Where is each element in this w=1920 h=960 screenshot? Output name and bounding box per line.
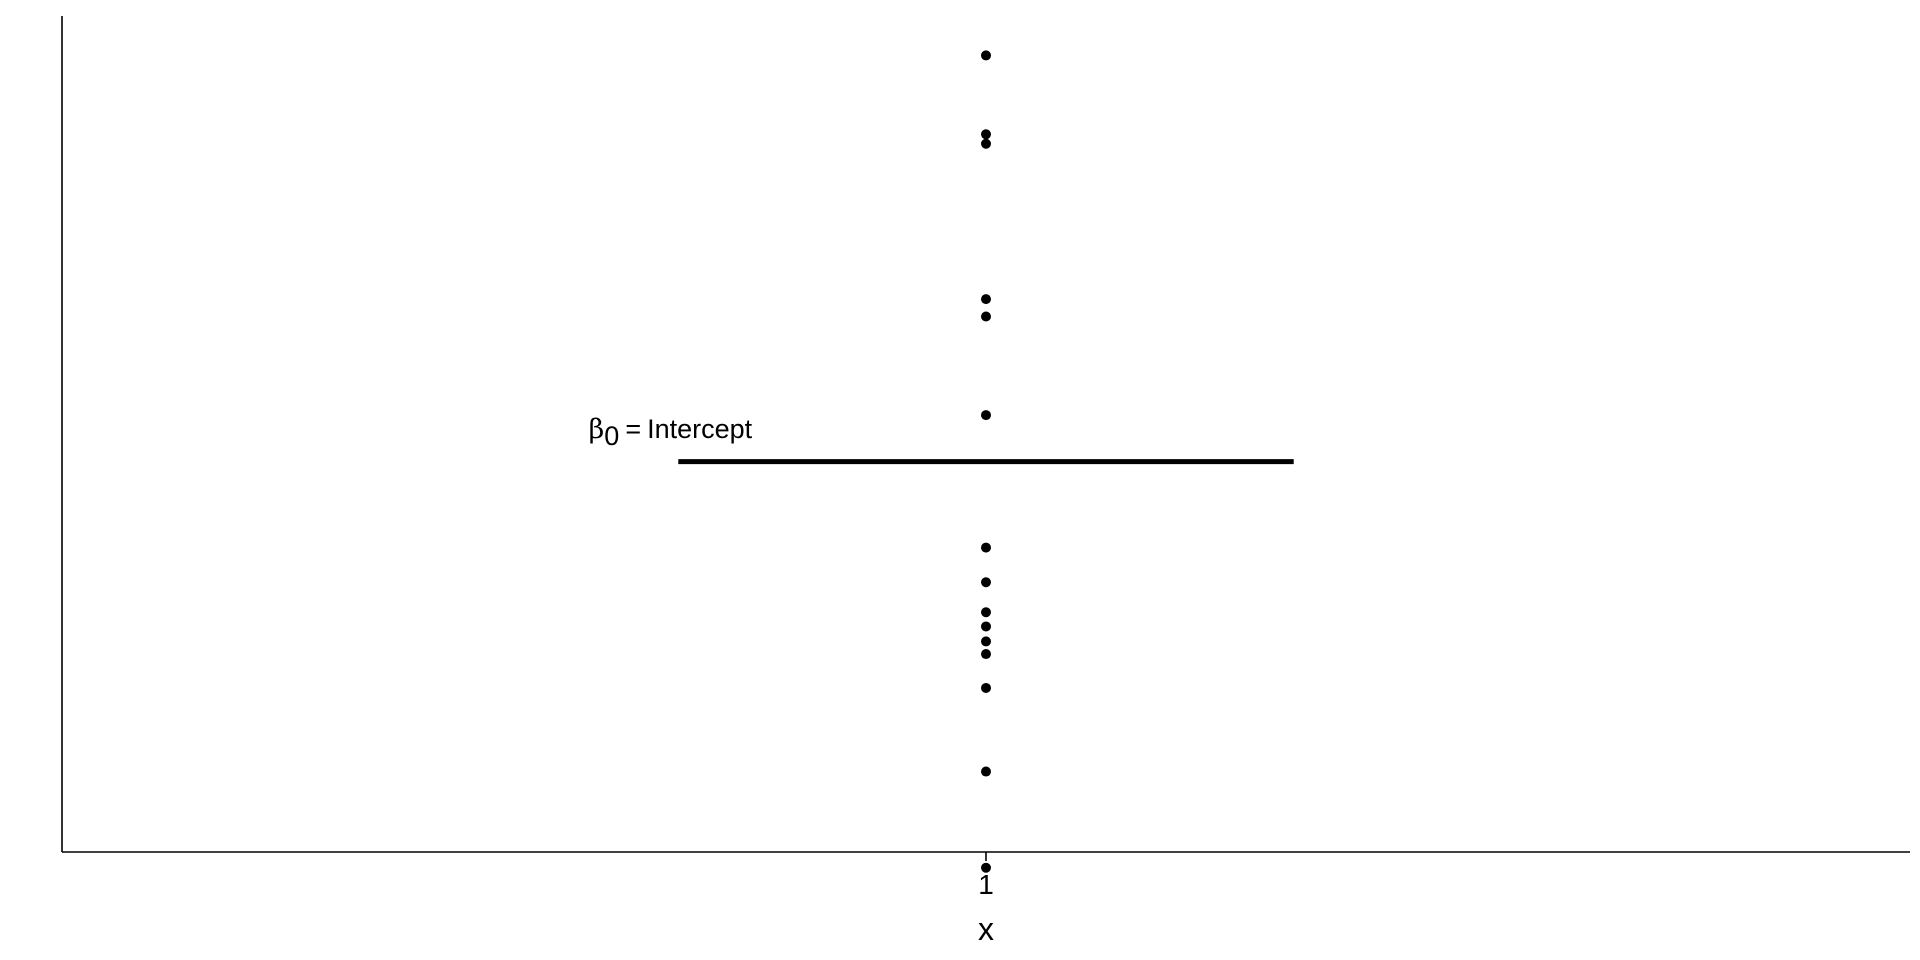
data-point-12: [981, 649, 991, 660]
data-point-15: [981, 862, 991, 873]
x-tick-label-1: 1: [978, 869, 994, 900]
beta-intercept-label: β0 = Intercept: [589, 414, 753, 451]
intercept-text: Intercept: [647, 414, 753, 444]
data-point-11: [981, 636, 991, 647]
data-point-13: [981, 682, 991, 693]
plot-layer: [678, 50, 1294, 873]
data-point-6: [981, 410, 991, 421]
data-point-10: [981, 621, 991, 632]
data-point-4: [981, 294, 991, 305]
equals-sign: =: [625, 414, 641, 444]
data-point-14: [981, 766, 991, 777]
data-point-8: [981, 577, 991, 588]
x-axis-title: x: [978, 911, 994, 947]
data-point-2: [981, 129, 991, 140]
x-ticks: 1: [978, 852, 994, 900]
data-point-5: [981, 311, 991, 322]
data-point-9: [981, 607, 991, 618]
data-point-3: [981, 138, 991, 149]
beta-subscript: 0: [604, 421, 619, 451]
beta-symbol: β: [589, 414, 605, 445]
data-point-1: [981, 50, 991, 61]
data-point-7: [981, 542, 991, 553]
